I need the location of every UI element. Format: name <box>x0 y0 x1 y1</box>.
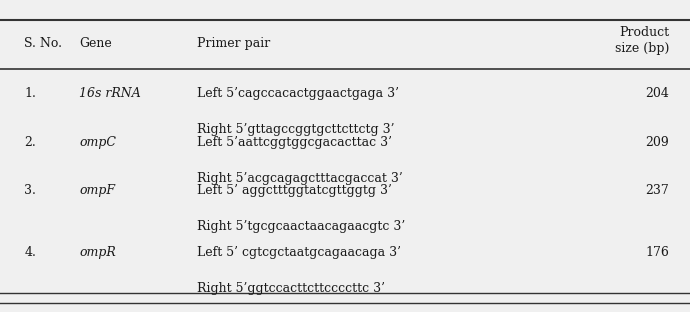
Text: 4.: 4. <box>24 246 36 260</box>
Text: 1.: 1. <box>24 87 36 100</box>
Text: 16s rRNA: 16s rRNA <box>79 87 141 100</box>
Text: Left 5’cagccacactggaactgaga 3’: Left 5’cagccacactggaactgaga 3’ <box>197 87 399 100</box>
Text: Primer pair: Primer pair <box>197 37 270 50</box>
Text: ompR: ompR <box>79 246 116 260</box>
Text: Left 5’ aggctttggtatcgttggtg 3’: Left 5’ aggctttggtatcgttggtg 3’ <box>197 184 391 197</box>
Text: Right 5’acgcagagctttacgaccat 3’: Right 5’acgcagagctttacgaccat 3’ <box>197 172 402 185</box>
Text: Product: Product <box>619 26 669 39</box>
Text: Right 5’ggtccacttcttccccttc 3’: Right 5’ggtccacttcttccccttc 3’ <box>197 282 384 295</box>
Text: Right 5’gttagccggtgcttcttctg 3’: Right 5’gttagccggtgcttcttctg 3’ <box>197 123 394 136</box>
Text: 209: 209 <box>646 136 669 149</box>
Text: Gene: Gene <box>79 37 112 50</box>
Text: S. No.: S. No. <box>24 37 62 50</box>
Text: Right 5’tgcgcaactaacagaacgtc 3’: Right 5’tgcgcaactaacagaacgtc 3’ <box>197 220 405 233</box>
Text: size (bp): size (bp) <box>615 42 669 55</box>
Text: Left 5’aattcggtggcgacacttac 3’: Left 5’aattcggtggcgacacttac 3’ <box>197 136 392 149</box>
Text: 2.: 2. <box>24 136 36 149</box>
Text: ompC: ompC <box>79 136 117 149</box>
Text: ompF: ompF <box>79 184 115 197</box>
Text: 176: 176 <box>645 246 669 260</box>
Text: Left 5’ cgtcgctaatgcagaacaga 3’: Left 5’ cgtcgctaatgcagaacaga 3’ <box>197 246 401 260</box>
Text: 237: 237 <box>646 184 669 197</box>
Text: 204: 204 <box>645 87 669 100</box>
Text: 3.: 3. <box>24 184 36 197</box>
